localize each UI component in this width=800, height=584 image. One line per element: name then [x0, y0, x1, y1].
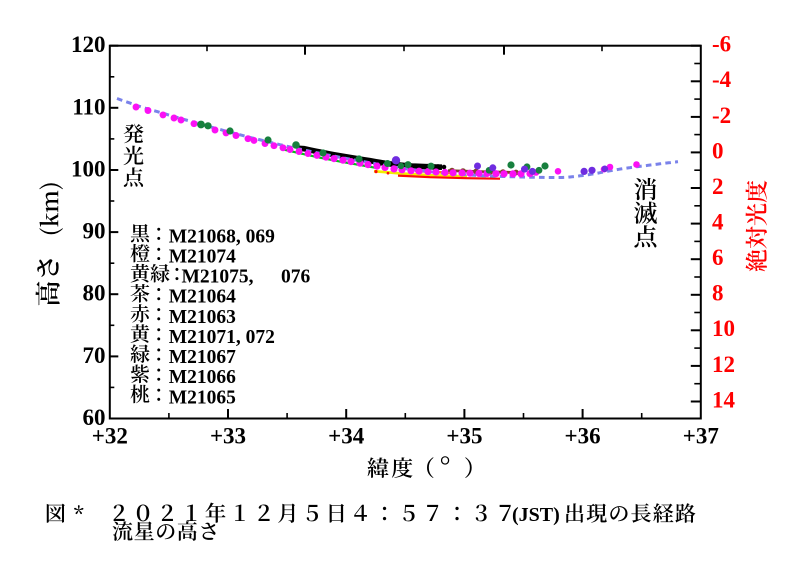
svg-text:0: 0: [712, 138, 724, 163]
svg-text:M21075,: M21075,: [182, 267, 254, 288]
svg-text:M21068, 069: M21068, 069: [169, 226, 275, 247]
svg-text:4: 4: [712, 210, 724, 235]
svg-text:M21066: M21066: [169, 367, 236, 388]
svg-text:120: 120: [71, 32, 106, 57]
svg-text:M21071, 072: M21071, 072: [169, 327, 275, 348]
svg-text:12: 12: [712, 352, 735, 377]
svg-text:M21065: M21065: [169, 387, 236, 408]
svg-text:90: 90: [83, 219, 106, 244]
svg-text:+34: +34: [328, 423, 365, 448]
svg-text:8: 8: [712, 281, 724, 306]
svg-text:+33: +33: [210, 423, 246, 448]
svg-text:+37: +37: [683, 423, 719, 448]
svg-text:-4: -4: [712, 67, 732, 92]
svg-text:+35: +35: [446, 423, 482, 448]
svg-text:110: 110: [72, 94, 105, 119]
svg-text:076: 076: [281, 267, 311, 288]
svg-text:+36: +36: [565, 423, 601, 448]
svg-text:80: 80: [83, 281, 106, 306]
svg-text:M21063: M21063: [169, 307, 236, 328]
svg-text:14: 14: [712, 387, 736, 412]
svg-text:10: 10: [712, 316, 735, 341]
svg-text:2: 2: [712, 174, 724, 199]
svg-text:M21064: M21064: [169, 287, 236, 308]
svg-text:60: 60: [83, 405, 106, 430]
svg-text:M21067: M21067: [169, 347, 236, 368]
svg-text:-2: -2: [712, 103, 731, 128]
svg-text:70: 70: [83, 343, 106, 368]
svg-text:+32: +32: [92, 423, 128, 448]
svg-text:100: 100: [71, 157, 106, 182]
svg-text:(JST): (JST): [512, 504, 560, 526]
svg-text:-6: -6: [712, 32, 731, 57]
svg-text:6: 6: [712, 245, 724, 270]
svg-text:M21074: M21074: [169, 247, 236, 268]
